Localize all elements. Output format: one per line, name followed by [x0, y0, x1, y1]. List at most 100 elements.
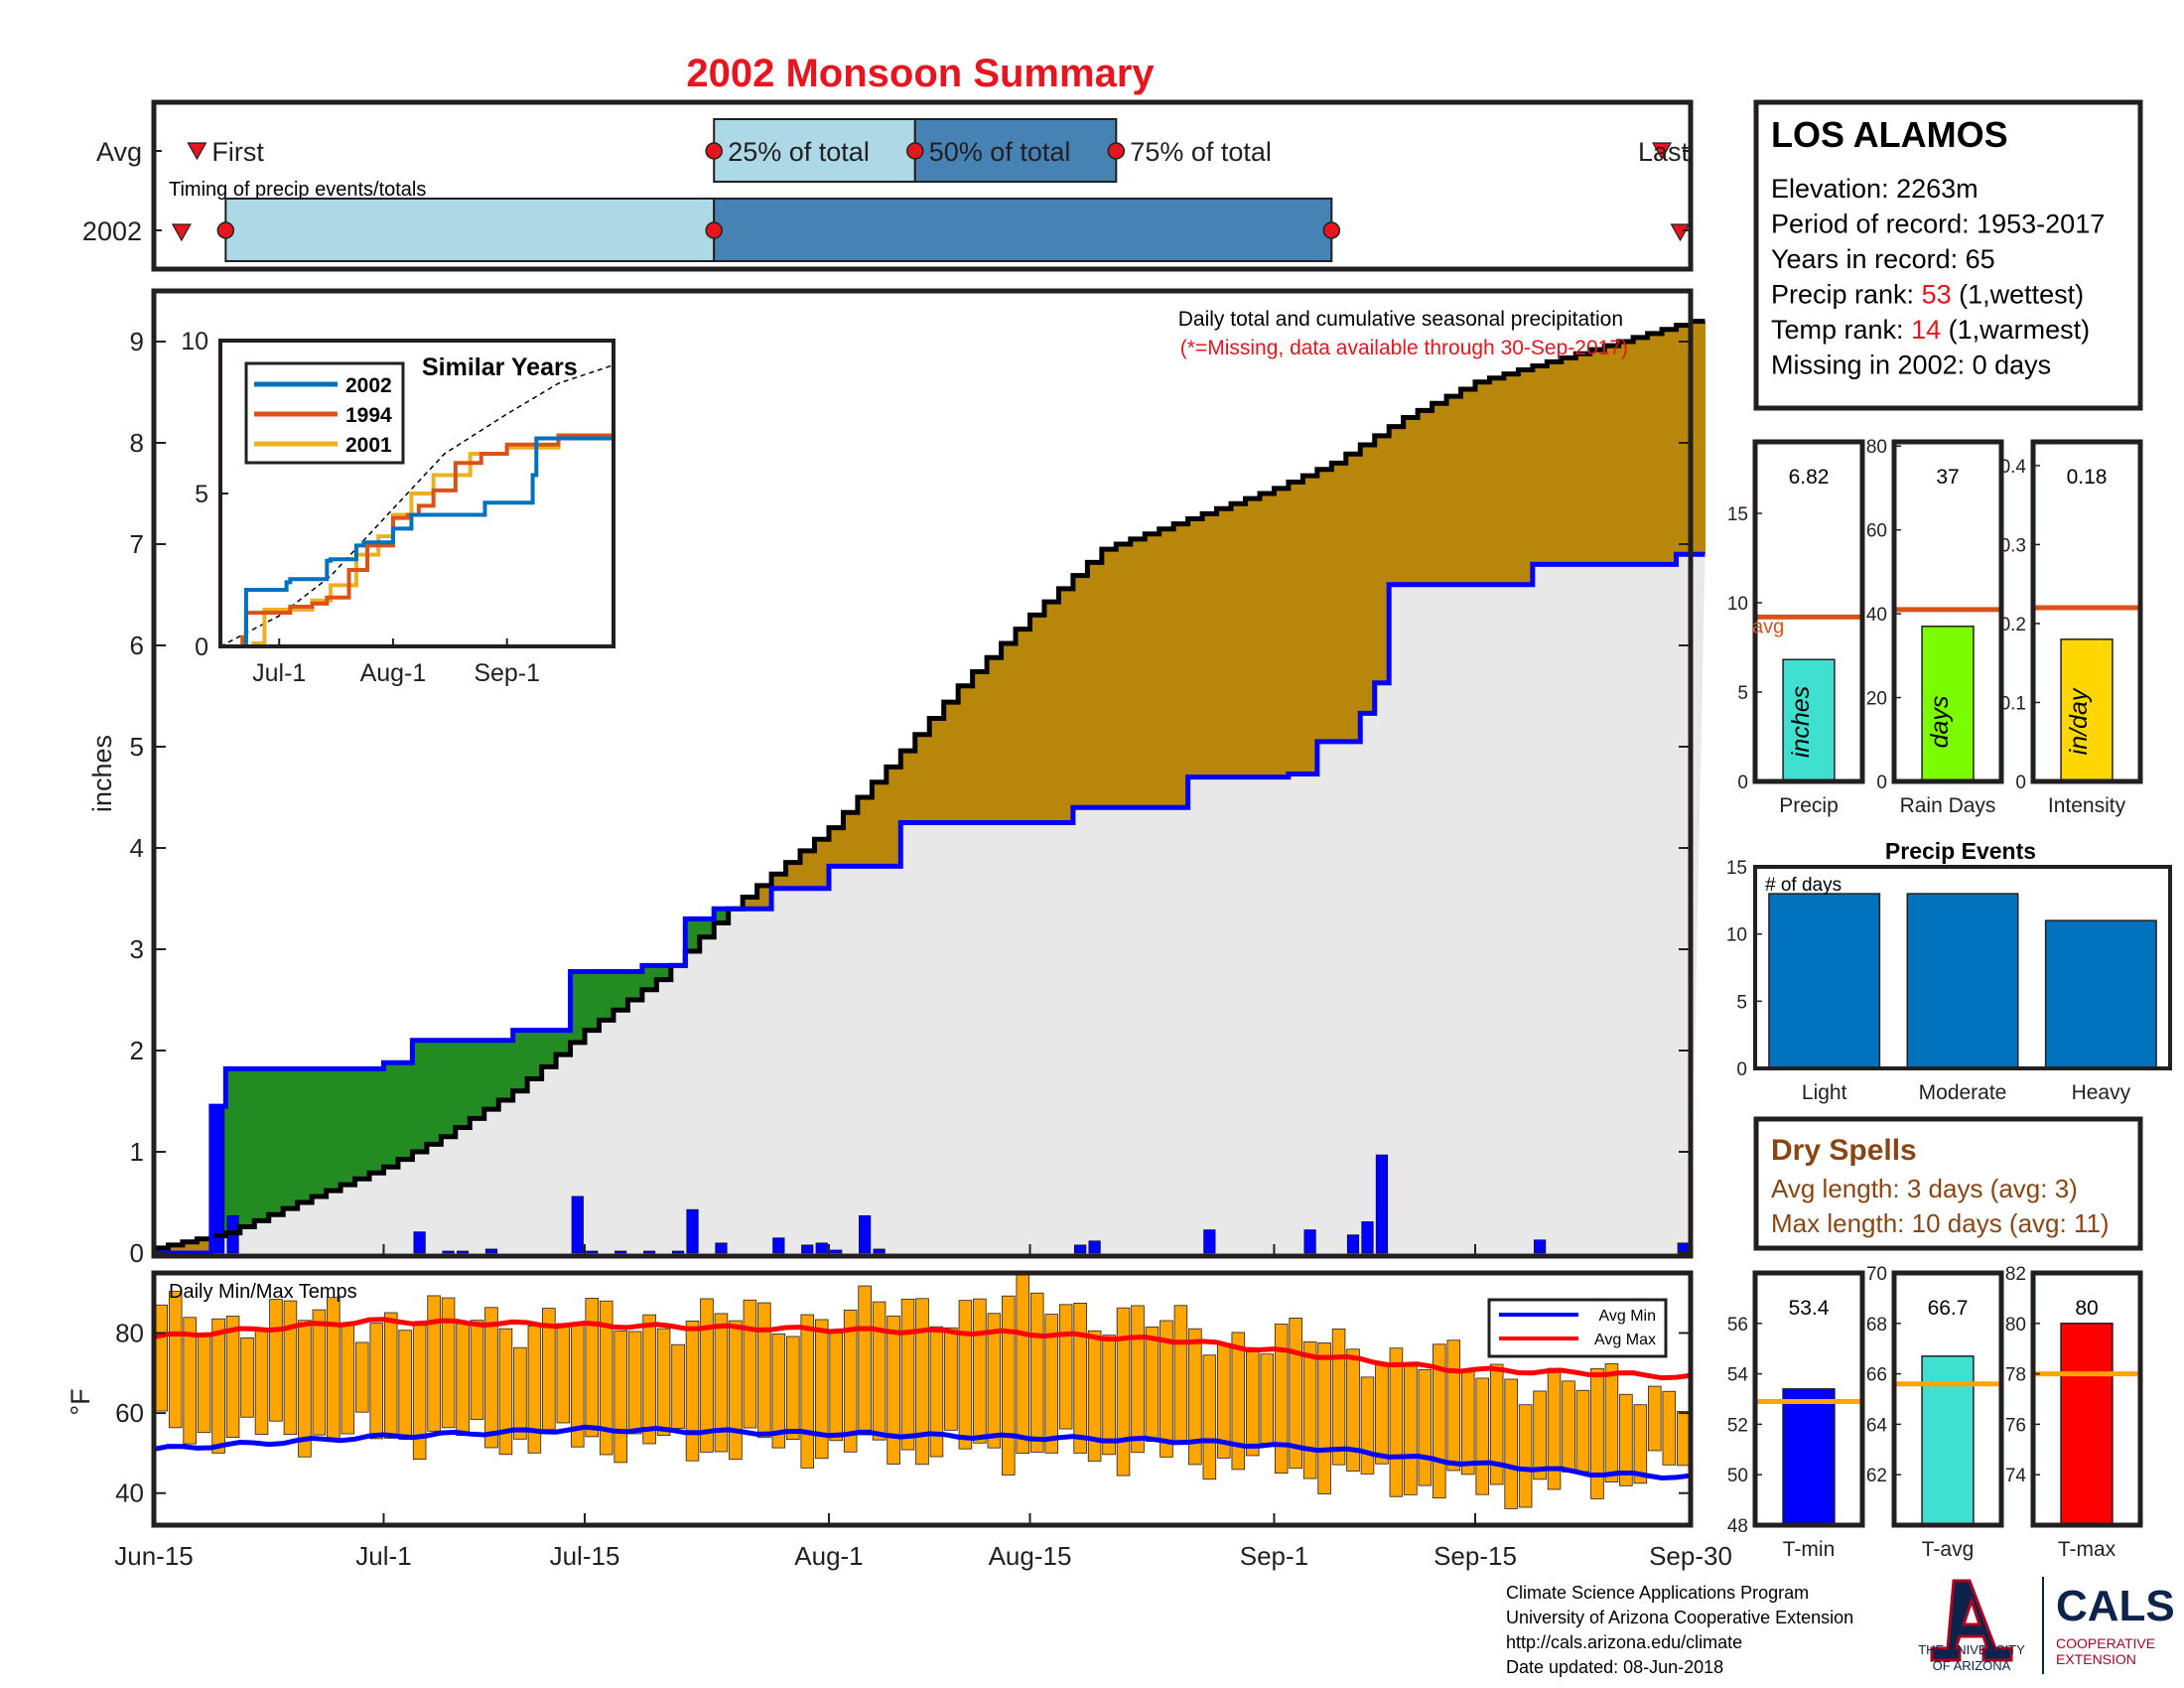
daily-temp-range-bar [843, 1309, 858, 1453]
station-detail-line: Years in record: 65 [1771, 244, 1995, 274]
timing-year-label: 2002 [82, 216, 142, 246]
above-avg-fill-day [470, 1040, 485, 1119]
inset-x-tick-label: Aug-1 [360, 659, 427, 687]
summary-precip-y-tick-label: 0 [1737, 773, 1748, 793]
summary-rain-days-y-tick-label: 80 [1866, 437, 1887, 458]
timing-p75-label: 75% of total [1130, 137, 1272, 167]
daily-precip-bar [1303, 1229, 1316, 1254]
above-avg-fill-day [656, 965, 672, 980]
daily-precip-bar [1074, 1244, 1087, 1254]
daily-precip-bar [830, 1249, 843, 1254]
below-avg-fill-day [1547, 361, 1563, 565]
temp-y-tick-label: 80 [115, 1318, 144, 1347]
daily-precip-bar [1361, 1221, 1374, 1254]
above-avg-fill-day [341, 1068, 356, 1186]
above-avg-fill-day [512, 1030, 528, 1091]
precip-events-y-tick-label: 5 [1736, 992, 1747, 1013]
summary-rain-days-frame [1891, 439, 2004, 784]
below-avg-fill-day [1460, 388, 1476, 585]
below-avg-fill-day [958, 685, 974, 823]
below-avg-fill-day [1360, 445, 1376, 714]
logo-coop-2: EXTENSION [2056, 1651, 2136, 1667]
above-avg-fill-day [613, 971, 629, 1011]
timing-y2002-p75-marker [1322, 221, 1341, 239]
station-info-box: LOS ALAMOS Elevation: 2263m Period of rec… [1753, 99, 2143, 411]
timing-avg-box-late [913, 118, 1118, 183]
summary-precip-y-tick-label: 5 [1737, 683, 1748, 704]
x-tick-label: Sep-1 [1240, 1541, 1308, 1571]
daily-temp-range-bar [1547, 1367, 1562, 1490]
below-avg-fill-day [1145, 533, 1160, 808]
main-y-tick-label: 6 [130, 631, 144, 660]
daily-temp-range-bar [1317, 1341, 1331, 1494]
daily-temp-range-bar [1073, 1303, 1087, 1454]
station-detail-line: Period of record: 1953-2017 [1771, 210, 2105, 239]
above-avg-fill-day [498, 1040, 514, 1100]
below-avg-fill-day [1043, 602, 1060, 823]
summary-intensity-y-tick-label: 0 [2015, 773, 2026, 793]
summary-t-avg-frame [1891, 1270, 2004, 1528]
precip-events-bar-light [1768, 893, 1881, 1069]
daily-temp-range-bar [341, 1322, 355, 1435]
daily-temp-range-bar [484, 1307, 498, 1449]
below-avg-fill-day [1159, 528, 1174, 808]
footer-line-1: Climate Science Applications Program [1506, 1583, 1809, 1603]
above-avg-fill-day [483, 1040, 499, 1110]
above-avg-fill-day [556, 1030, 572, 1055]
date-x-axis: Jun-15 Jul-1 Jul-15 Aug-1 Aug-15 Sep-1 Sep-15 S… [114, 1244, 1732, 1571]
daily-temp-range-bar [599, 1300, 614, 1456]
summary-t-max-frame [2030, 1270, 2143, 1528]
inset-legend-label-2001: 2001 [345, 434, 392, 457]
daily-temp-range-bar [987, 1313, 1002, 1449]
daily-temp-range-bar [614, 1330, 627, 1464]
dry-spells-box: Dry Spells Avg length: 3 days (avg: 3) M… [1753, 1116, 2143, 1251]
station-detail-rest: (1,warmest) [1941, 315, 2090, 345]
temp-y-label: °F [66, 1388, 95, 1415]
summary-rain-days-y-tick-label: 40 [1866, 605, 1887, 626]
below-avg-fill-day [1446, 396, 1462, 585]
summary-precip-category-label: Precip [1779, 794, 1839, 817]
precip-events-frame [1753, 865, 2172, 1070]
summary-t-min-value-label: 53.4 [1789, 1297, 1830, 1320]
below-avg-fill-day [756, 885, 772, 910]
daily-temp-range-bar [1302, 1340, 1317, 1479]
main-chart-caption: Daily total and cumulative seasonal prec… [1178, 308, 1623, 331]
daily-temp-range-bar [1087, 1330, 1102, 1462]
daily-temp-range-bar [312, 1309, 327, 1436]
summary-t-avg-category-label: T-avg [1922, 1538, 1975, 1561]
logo-cals: CALS [2056, 1582, 2175, 1630]
daily-temp-range-bar [1590, 1367, 1604, 1499]
summary-precip-avg-label: avg [1752, 616, 1784, 637]
below-avg-fill-day [814, 839, 830, 889]
summary-t-avg-y-tick-label: 64 [1866, 1415, 1888, 1436]
daily-temp-range-bar [1173, 1305, 1188, 1444]
temp-y-axis: 40 60 80 [115, 1318, 1691, 1508]
summary-precip-bar [1782, 658, 1836, 782]
main-precip-chart: 0 1 2 3 4 5 6 7 8 9 inches Daily total and cumula… [87, 288, 1706, 1268]
below-avg-fill-day [1216, 508, 1232, 777]
above-avg-fill-day [455, 1040, 471, 1128]
daily-precip-bar [772, 1237, 785, 1254]
summary-rain-days-value-label: 37 [1936, 466, 1959, 489]
above-avg-fill-day [225, 1068, 241, 1233]
below-avg-fill-day [1187, 518, 1203, 777]
daily-temp-range-bar [527, 1325, 542, 1454]
daily-temp-range-bar [1446, 1339, 1461, 1472]
summary-rain-days: 0 20 40 60 80 37 Rain Days days [1866, 437, 2004, 817]
station-detail-rest: (1,wettest) [1952, 280, 2085, 310]
temp-chart-frame [151, 1270, 1694, 1528]
daily-temp-range-bar [1131, 1305, 1145, 1454]
summary-t-min-y-tick-label: 50 [1727, 1466, 1748, 1486]
summary-precip: 0 5 10 15 6.82 Precip inches avg [1727, 439, 1865, 817]
daily-temp-range-bar [1274, 1324, 1289, 1475]
summary-intensity-y-tick-label: 0.2 [2000, 615, 2026, 635]
station-detail-line: Elevation: 2263m [1771, 174, 1979, 204]
temp-legend: Avg Min Avg Max [1499, 1308, 1656, 1348]
daily-temp-range-bar [383, 1312, 398, 1439]
above-avg-fill-day [397, 1062, 414, 1160]
footer: Climate Science Applications Program Uni… [1506, 1577, 2175, 1677]
below-avg-fill-day [1072, 575, 1088, 808]
below-avg-fill-day [1202, 513, 1218, 777]
summary-t-max-category-label: T-max [2058, 1538, 2116, 1561]
below-avg-fill-day [1503, 373, 1519, 585]
